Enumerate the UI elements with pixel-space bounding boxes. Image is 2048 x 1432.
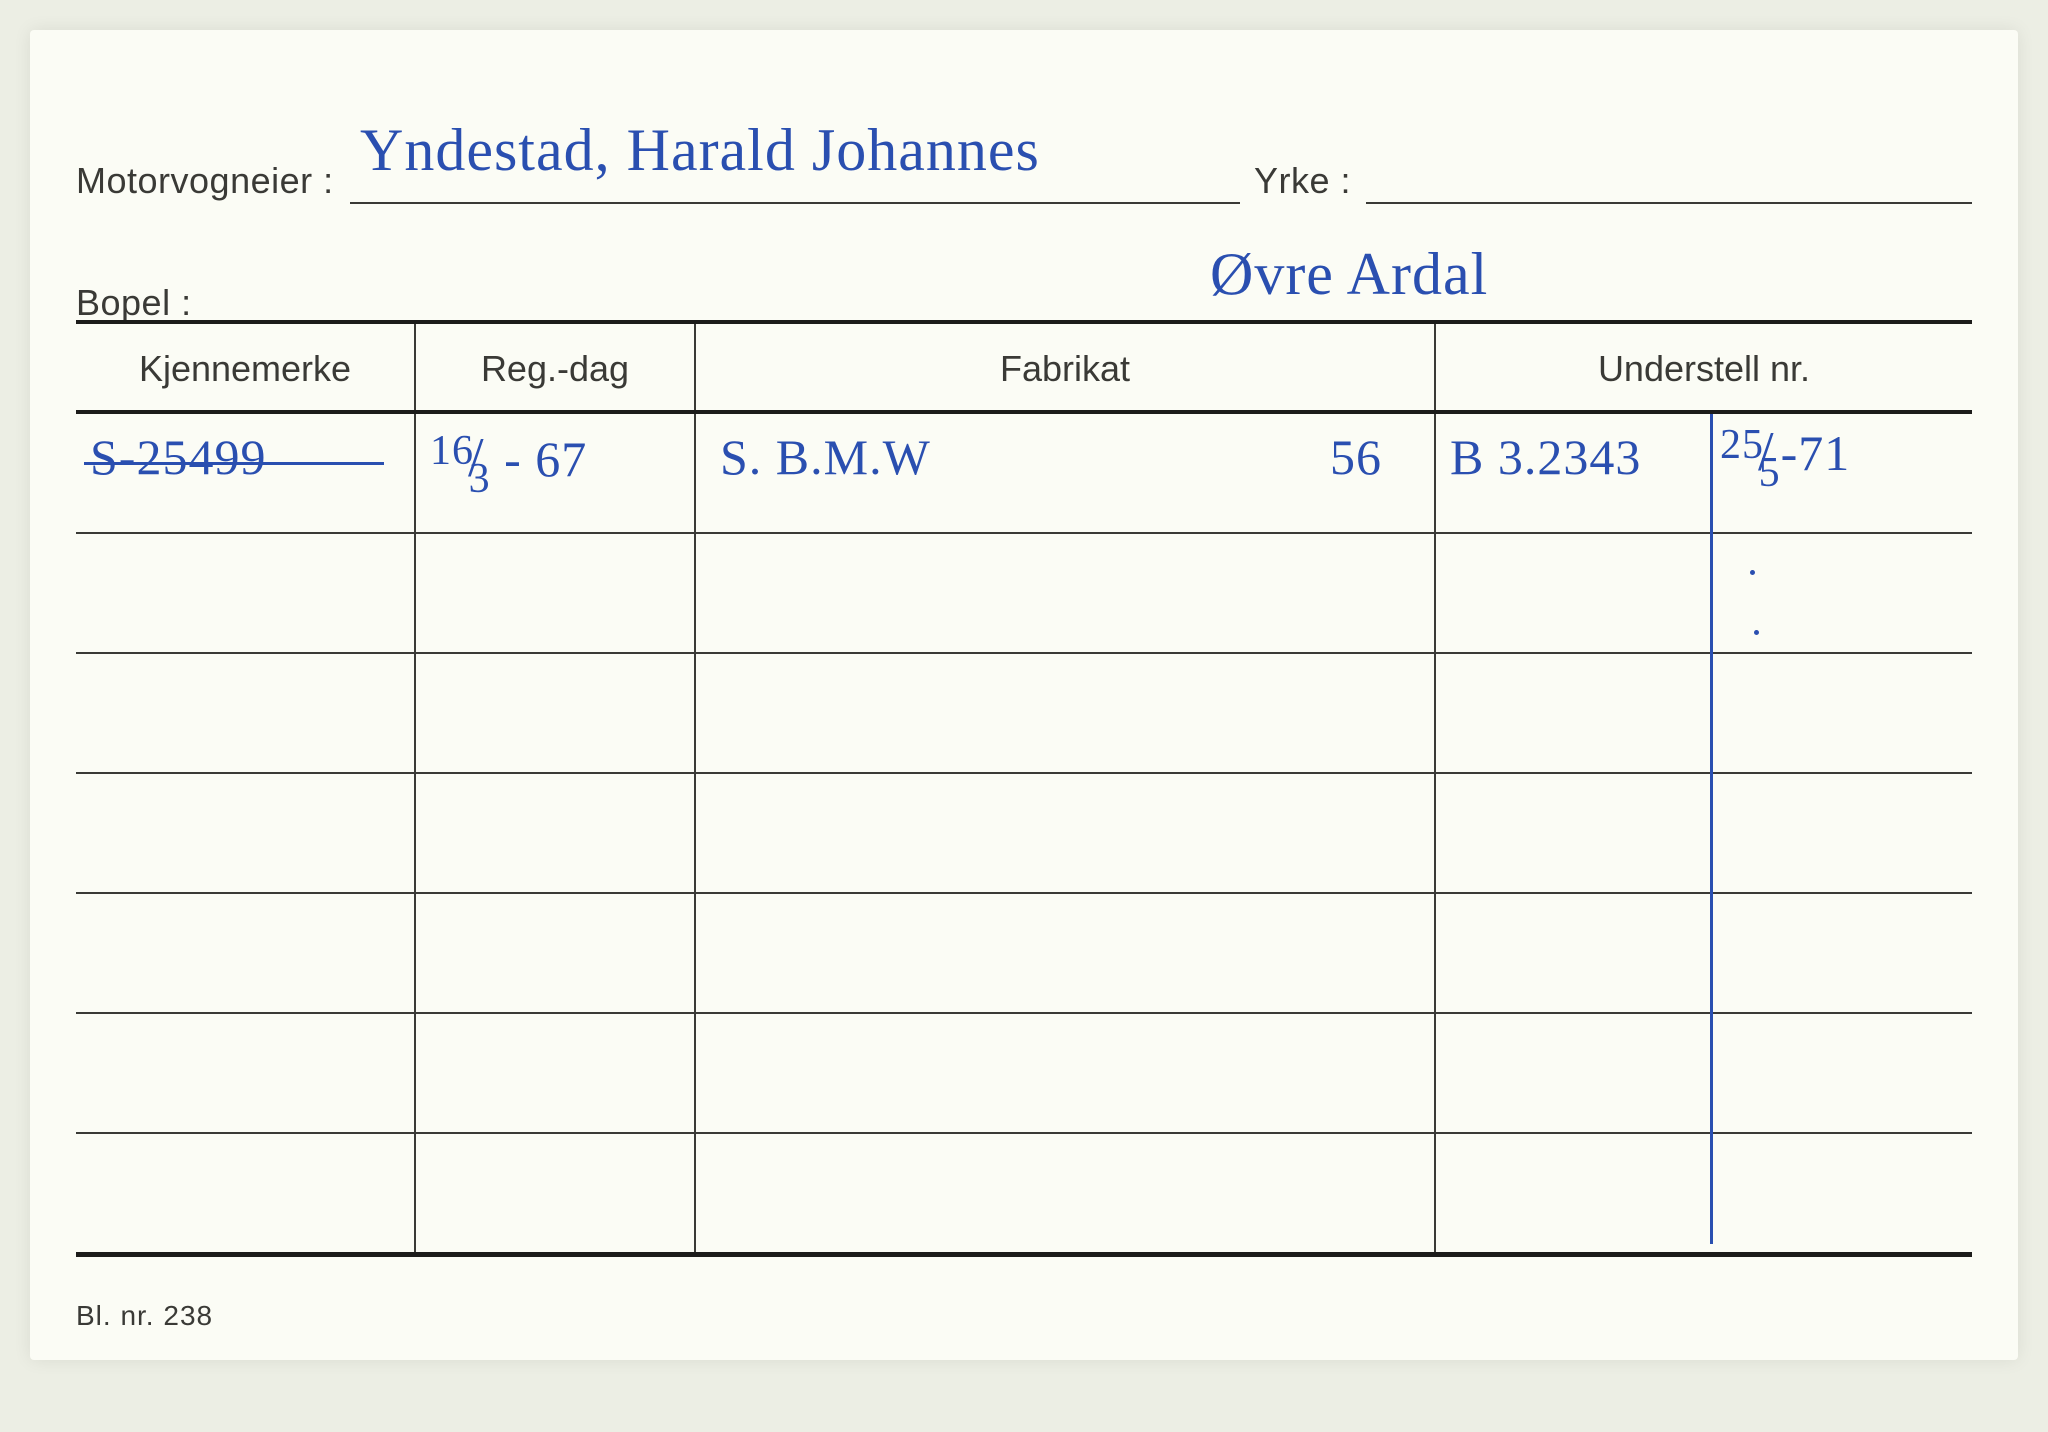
- label-residence: Bopel :: [76, 282, 192, 324]
- table-row: [76, 654, 1972, 774]
- table-row: [76, 1134, 1972, 1257]
- hw-extra-date-num: 25: [1720, 422, 1764, 468]
- cell: [76, 774, 416, 892]
- col-header-understell: Understell nr.: [1436, 324, 1972, 410]
- table-row: [76, 414, 1972, 534]
- hw-extra-date-fraction: 25/5: [1720, 420, 1781, 484]
- hw-kjennemerke-strike: [84, 462, 384, 465]
- hw-extra-date-year: 71: [1798, 425, 1850, 481]
- cell: [76, 654, 416, 772]
- cell: [696, 894, 1436, 1012]
- vehicle-table: Kjennemerke Reg.-dag Fabrikat Understell…: [76, 320, 1972, 1257]
- hw-regdag-fraction: 16/3: [430, 426, 491, 490]
- cell: [696, 774, 1436, 892]
- cell: [76, 534, 416, 652]
- cell: [416, 894, 696, 1012]
- cell: [696, 654, 1436, 772]
- registration-card: Motorvogneier : Yndestad, Harald Johanne…: [30, 30, 2018, 1360]
- table-row: [76, 1014, 1972, 1134]
- table-row: [76, 774, 1972, 894]
- hw-regdag-dash: -: [504, 431, 535, 487]
- hw-vertical-pen-line: [1710, 414, 1713, 1244]
- cell: [1436, 1134, 1972, 1252]
- pen-dot-icon: [1750, 570, 1755, 575]
- cell: [416, 774, 696, 892]
- table-header-row: Kjennemerke Reg.-dag Fabrikat Understell…: [76, 320, 1972, 414]
- cell: [416, 1134, 696, 1252]
- cell: [1436, 654, 1972, 772]
- cell: [416, 654, 696, 772]
- table-row: [76, 534, 1972, 654]
- hw-kjennemerke: S-25499: [90, 428, 266, 486]
- cell: [1436, 534, 1972, 652]
- cell: [416, 1014, 696, 1132]
- hw-regdag-num: 16: [430, 428, 474, 474]
- col-header-fabrikat: Fabrikat: [696, 324, 1436, 410]
- cell: [76, 1014, 416, 1132]
- hw-residence: Øvre Ardal: [1210, 240, 1488, 309]
- col-header-kjennemerke: Kjennemerke: [76, 324, 416, 410]
- cell: [76, 894, 416, 1012]
- table-row: [76, 894, 1972, 1014]
- cell: [416, 534, 696, 652]
- hw-extra-date-den: 5: [1759, 450, 1781, 496]
- hw-fabrikat-right: 56: [1330, 428, 1382, 486]
- hw-extra-date-dash: -: [1781, 425, 1799, 481]
- hw-understell: B 3.2343: [1450, 428, 1641, 486]
- cell: [1436, 774, 1972, 892]
- cell: [696, 1134, 1436, 1252]
- label-owner: Motorvogneier :: [76, 160, 334, 202]
- hw-fabrikat-left: S. B.M.W: [720, 428, 931, 486]
- cell: [1436, 1014, 1972, 1132]
- pen-dot-icon: [1754, 630, 1759, 635]
- hw-regdag-den: 3: [469, 456, 491, 502]
- hw-owner-name: Yndestad, Harald Johannes: [360, 116, 1040, 185]
- cell: [76, 1134, 416, 1252]
- label-occupation: Yrke :: [1254, 160, 1351, 202]
- cell: [696, 534, 1436, 652]
- col-header-regdag: Reg.-dag: [416, 324, 696, 410]
- occupation-blank-line: [1366, 202, 1972, 204]
- form-footer-number: Bl. nr. 238: [76, 1300, 213, 1332]
- cell: [696, 1014, 1436, 1132]
- hw-regdag: 16/3 - 67: [430, 426, 587, 490]
- cell: [1436, 894, 1972, 1012]
- hw-extra-date: 25/5 -71: [1720, 420, 1850, 484]
- owner-blank-line: [350, 202, 1240, 204]
- hw-regdag-year: 67: [535, 431, 587, 487]
